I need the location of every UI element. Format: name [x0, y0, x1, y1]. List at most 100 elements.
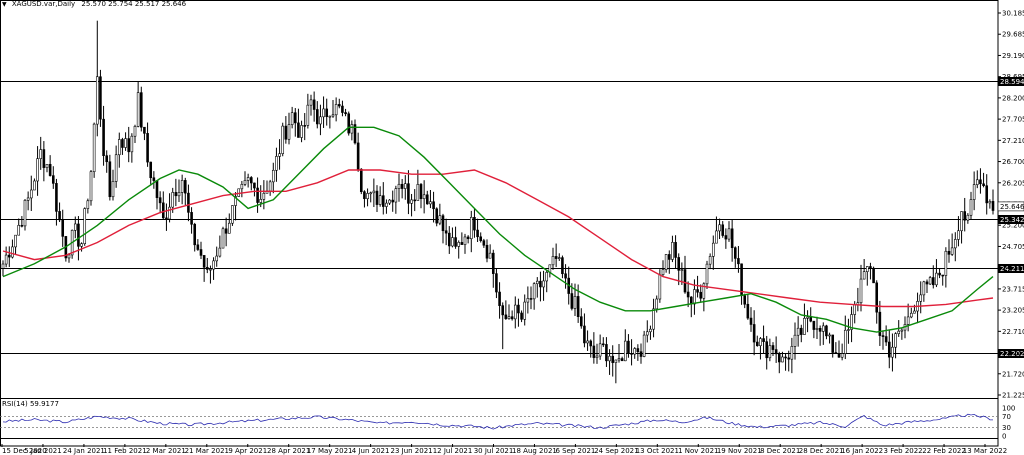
candle-body	[127, 138, 131, 153]
candle-body	[205, 266, 209, 270]
candle-body	[92, 123, 96, 173]
candle-body	[11, 246, 14, 258]
candle-body	[152, 177, 156, 181]
candle-body	[891, 346, 894, 358]
candle-body	[416, 184, 420, 201]
candle-body	[425, 194, 429, 205]
x-tick-label: 23 Jun 2021	[391, 447, 433, 455]
candle-body	[397, 183, 401, 190]
candle-body	[859, 278, 863, 304]
x-tick-label: 9 Apr 2021	[228, 447, 267, 455]
candle-body	[381, 195, 385, 207]
candle-body	[737, 258, 740, 265]
x-tick-label: 5 Jan 2021	[24, 447, 62, 455]
candle-body	[925, 281, 929, 285]
x-tick-label: 30 Jul 2021	[474, 447, 514, 455]
candle-body	[535, 280, 539, 285]
candle-body	[89, 171, 93, 202]
x-tick-label: 13 Mar 2022	[963, 447, 1007, 455]
candle-body	[177, 192, 181, 197]
candle-body	[48, 164, 52, 176]
candle-body	[743, 295, 747, 305]
candle-body	[366, 193, 369, 199]
candle-body	[960, 211, 963, 232]
candle-body	[67, 254, 71, 259]
candle-body	[114, 154, 118, 182]
candle-body	[146, 133, 149, 163]
candle-body	[180, 180, 184, 193]
candle-body	[281, 125, 285, 154]
candle-body	[429, 201, 432, 205]
candle-body	[95, 76, 99, 125]
candle-body	[821, 325, 825, 332]
candle-body	[168, 206, 171, 220]
candle-body	[23, 199, 27, 227]
candle-body	[309, 99, 313, 106]
ohlc-values: 25.570 25.754 25.517 25.646	[81, 0, 187, 8]
candle-body	[803, 318, 806, 335]
candle-body	[825, 325, 828, 337]
candle-body	[42, 149, 46, 168]
candle-body	[944, 250, 948, 276]
candle-body	[136, 92, 140, 127]
candle-body	[482, 240, 486, 246]
candle-body	[190, 212, 193, 225]
candle-body	[124, 138, 127, 148]
candle-body	[29, 189, 33, 199]
candle-body	[271, 169, 275, 183]
rsi-label: RSI(14) 59.9177	[2, 400, 59, 408]
x-tick-label: 1 Nov 2021	[678, 447, 718, 455]
y-tick-label: 23.205	[1002, 307, 1024, 315]
candle-body	[708, 256, 712, 265]
candle-body	[661, 269, 665, 275]
candle-body	[212, 260, 215, 270]
candle-body	[407, 183, 410, 204]
candle-body	[831, 334, 835, 353]
candle-body	[972, 184, 976, 200]
candle-body	[828, 334, 831, 337]
candle-body	[215, 255, 219, 262]
moving-averages	[2, 126, 994, 333]
candle-body	[542, 280, 545, 288]
candle-body	[290, 112, 294, 125]
candle-body	[887, 341, 891, 358]
candle-body	[941, 274, 945, 277]
candle-body	[158, 197, 162, 204]
candle-body	[300, 125, 303, 138]
candle-body	[243, 180, 247, 185]
candle-body	[121, 139, 124, 148]
symbol-dropdown-icon[interactable]: ▼	[2, 1, 7, 8]
chart-frame	[0, 0, 999, 447]
x-tick-label: 2 Mar 2021	[146, 447, 186, 455]
candle-body	[369, 192, 373, 195]
candle-body	[969, 199, 973, 216]
candle-body	[249, 177, 253, 184]
candle-body	[991, 201, 995, 211]
price-level-tag-label: 25.342	[1000, 216, 1024, 224]
price-axis[interactable]: 28.594 25.342 24.211 22.202 30.185 29.685 29.1…	[997, 10, 1024, 400]
candle-body	[196, 244, 200, 250]
x-tick-label: 17 May 2021	[307, 447, 353, 455]
candle-body	[510, 316, 514, 320]
candle-body	[319, 116, 322, 125]
candle-body	[630, 353, 633, 355]
price-level-tag	[998, 77, 1024, 86]
candle-body	[523, 301, 527, 320]
y-tick-label: 25.200	[1002, 222, 1024, 230]
candle-body	[400, 183, 404, 189]
candle-body	[513, 304, 517, 320]
candle-body	[834, 352, 838, 355]
candle-body	[476, 229, 479, 238]
candle-body	[422, 194, 426, 200]
candle-body	[322, 108, 325, 118]
candle-body	[268, 181, 272, 192]
y-tick-label: 28.695	[1002, 73, 1024, 81]
y-tick-label: 22.215	[1002, 349, 1024, 357]
candle-body	[419, 184, 423, 200]
candle-body	[435, 208, 439, 224]
candle-body	[796, 327, 800, 336]
candle-body	[787, 357, 791, 360]
candle-body	[356, 142, 360, 170]
